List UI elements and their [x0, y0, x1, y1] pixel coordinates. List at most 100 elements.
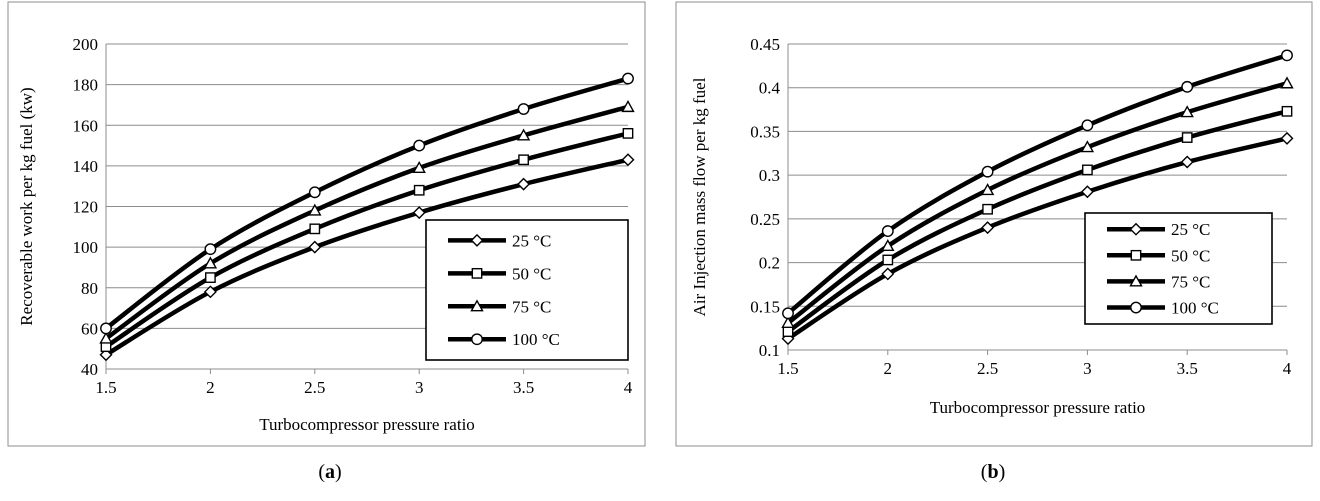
series-circle — [782, 49, 1293, 320]
legend-marker — [470, 233, 484, 247]
data-point — [516, 128, 531, 141]
data-point — [308, 240, 322, 254]
series-line — [786, 109, 1288, 334]
y-tick-label: 0.1 — [759, 341, 780, 360]
data-point — [412, 160, 426, 174]
x-tick-label: 1.5 — [777, 359, 798, 378]
data-point — [881, 267, 895, 281]
y-tick-label: 0.4 — [759, 79, 781, 98]
data-point — [517, 103, 530, 115]
data-point — [782, 307, 794, 320]
data-point — [981, 165, 994, 178]
chart-panel-b: 0.1 0.15 0.2 0.25 0.3 0.35 0.4 0.45 1.5 2 2.5 3 3.5 4… — [675, 1, 1313, 447]
chart-frame — [7, 1, 646, 447]
x-tick-label: 2 — [206, 378, 215, 397]
legend-marker — [1130, 301, 1142, 314]
data-point — [1281, 49, 1293, 62]
series-line — [786, 53, 1288, 316]
series-triangle — [99, 100, 635, 344]
data-point — [1181, 80, 1194, 93]
y-tick-label: 0.45 — [750, 35, 780, 54]
legend-label: 100 °C — [512, 330, 560, 349]
legend-marker — [1129, 222, 1143, 236]
y-tick-label: 0.3 — [759, 166, 780, 185]
data-point — [882, 254, 894, 266]
caption-a: (a) — [318, 461, 341, 483]
y-tick-label: 60 — [81, 319, 98, 338]
data-point — [1280, 76, 1294, 89]
data-point — [412, 206, 426, 220]
data-point — [881, 239, 895, 252]
y-tick-label: 160 — [73, 116, 99, 135]
y-tick-label: 140 — [73, 157, 99, 176]
data-point — [203, 285, 217, 299]
data-point — [99, 331, 113, 344]
data-point — [1082, 164, 1093, 176]
data-point — [982, 203, 993, 215]
series-line — [104, 104, 629, 341]
data-point — [1081, 119, 1094, 132]
y-tick-label: 40 — [81, 360, 98, 379]
legend-label: 50 °C — [1171, 246, 1210, 265]
series-square — [782, 105, 1293, 338]
legend-label: 50 °C — [512, 264, 551, 283]
legend-label: 100 °C — [1171, 299, 1219, 318]
caption-letter-a: a — [325, 461, 335, 483]
legend-label: 75 °C — [512, 297, 551, 316]
series-line — [786, 136, 1288, 341]
data-point — [621, 153, 635, 167]
legend-label: 75 °C — [1171, 272, 1210, 291]
x-tick-label: 3.5 — [1177, 359, 1198, 378]
legend: 25 °C 50 °C 75 °C 100 °C — [425, 219, 629, 361]
series-diamond — [99, 153, 635, 362]
legend-marker — [471, 267, 483, 279]
data-point — [1181, 132, 1193, 143]
series-diamond — [781, 131, 1294, 346]
series-square — [100, 127, 634, 353]
data-point — [413, 139, 426, 152]
y-tick-label: 120 — [73, 198, 99, 217]
data-point — [981, 221, 995, 235]
chart-frame — [675, 1, 1313, 447]
data-point — [1280, 131, 1294, 145]
data-point — [1080, 185, 1094, 199]
data-point — [204, 243, 217, 256]
y-tick-label: 0.2 — [759, 254, 780, 273]
y-axis-title: Air Injection mass flow per kg fuel — [690, 77, 709, 316]
legend-label: 25 °C — [1171, 220, 1210, 239]
data-point — [1080, 140, 1095, 153]
caption-text-a: (a) — [318, 461, 341, 483]
caption-paren-open: ( — [981, 461, 988, 483]
series-line — [786, 81, 1288, 325]
y-tick-label: 0.35 — [750, 122, 780, 141]
x-tick-label: 2 — [884, 359, 893, 378]
x-tick-label: 4 — [1283, 359, 1292, 378]
caption-b: (b) — [981, 461, 1005, 483]
data-point — [100, 322, 112, 335]
caption-letter-b: b — [987, 461, 998, 483]
series-line — [104, 76, 629, 331]
data-point — [980, 183, 995, 196]
legend: 25 °C 50 °C 75 °C 100 °C — [1084, 212, 1273, 325]
data-point — [622, 72, 634, 85]
series-line — [104, 157, 629, 357]
legend-marker — [1129, 274, 1143, 287]
data-point — [308, 186, 321, 199]
x-tick-label: 3 — [1083, 359, 1092, 378]
legend-label: 25 °C — [512, 231, 551, 250]
data-point — [1281, 105, 1293, 117]
x-tick-label: 2.5 — [977, 359, 998, 378]
y-tick-label: 180 — [73, 76, 99, 95]
series-line — [104, 131, 629, 349]
x-tick-label: 2.5 — [304, 378, 325, 397]
x-tick-label: 3.5 — [513, 378, 534, 397]
x-tick-label: 3 — [415, 378, 424, 397]
caption-paren-open: ( — [318, 461, 325, 483]
data-point — [781, 315, 795, 328]
data-point — [881, 225, 894, 238]
data-point — [782, 326, 794, 338]
data-point — [621, 100, 635, 113]
series-circle — [100, 72, 634, 335]
y-tick-label: 100 — [73, 238, 99, 257]
data-point — [203, 256, 218, 269]
